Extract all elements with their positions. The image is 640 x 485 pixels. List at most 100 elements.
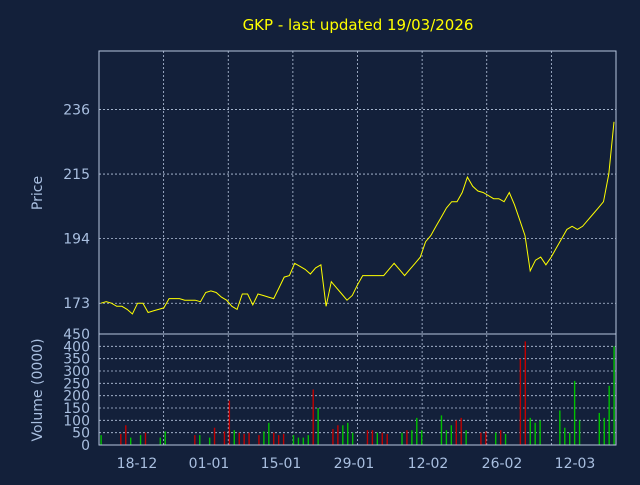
volume-bar: [495, 432, 497, 445]
volume-bar: [263, 431, 265, 445]
volume-bar: [401, 432, 403, 445]
x-tick-label: 26-02: [482, 456, 523, 472]
volume-bar: [223, 431, 226, 445]
volume-bar: [159, 437, 161, 445]
volume-tick-label: 100: [63, 413, 90, 429]
volume-bar: [445, 430, 448, 445]
volume-bar: [386, 433, 388, 445]
volume-bar: [421, 430, 423, 445]
volume-bar: [302, 437, 305, 445]
x-tick-label: 18-12: [117, 456, 158, 472]
price-tick-label: 194: [63, 232, 90, 248]
volume-bar: [519, 358, 522, 445]
volume-tick-label: 50: [72, 426, 90, 442]
volume-bar: [406, 430, 408, 445]
volume-bar: [342, 425, 344, 445]
volume-bar: [194, 435, 196, 445]
volume-bar: [120, 433, 122, 445]
x-tick-label: 12-03: [555, 456, 596, 472]
volume-bar: [485, 431, 487, 445]
volume-bar: [499, 430, 502, 445]
volume-bar: [534, 422, 536, 445]
volume-bar: [292, 435, 295, 445]
volume-bar: [608, 385, 610, 445]
volume-bar: [578, 420, 581, 445]
volume-tick-label: 450: [63, 327, 90, 343]
volume-bar: [559, 410, 561, 445]
volume-bar: [347, 422, 349, 445]
volume-bar: [450, 425, 453, 445]
price-tick-label: 215: [63, 167, 90, 183]
volume-tick-label: 250: [63, 376, 90, 392]
volume-bar: [139, 435, 142, 445]
volume-bars-layer: [100, 341, 615, 445]
volume-bar: [416, 417, 418, 445]
volume-tick-label: 200: [63, 389, 90, 405]
volume-bar: [480, 432, 482, 445]
volume-bar: [228, 400, 231, 445]
volume-bar: [268, 422, 270, 445]
price-line-layer: [100, 121, 615, 315]
volume-bar: [277, 435, 280, 445]
volume-bar: [282, 433, 285, 445]
volume-axis-label: Volume (0000): [30, 338, 46, 441]
volume-bar: [233, 430, 235, 445]
volume-tick-label: 150: [63, 401, 90, 417]
price-tick-label: 173: [63, 296, 90, 312]
price-line: [100, 121, 615, 315]
volume-bar: [273, 432, 275, 445]
volume-bar: [613, 346, 615, 445]
volume-tick-label: 400: [63, 339, 90, 355]
x-tick-label: 15-01: [261, 456, 302, 472]
price-axis-label: Price: [30, 176, 46, 210]
volume-bar: [258, 435, 260, 445]
volume-bar: [199, 435, 201, 445]
volume-bar: [129, 437, 132, 445]
volume-bar: [238, 432, 240, 445]
volume-bar: [337, 425, 339, 445]
tick-labels-layer: 18-12 01-01 15-01 29-01 12-02 26-02 12-03 173 19…: [63, 102, 595, 472]
volume-bar: [573, 380, 576, 445]
price-tick-label: 236: [63, 102, 90, 118]
volume-tick-label: 300: [63, 364, 90, 380]
volume-bar: [603, 417, 605, 445]
volume-bar: [539, 420, 541, 445]
volume-bar: [504, 433, 507, 445]
volume-bar: [164, 431, 166, 445]
volume-bar: [125, 425, 127, 445]
volume-bar: [465, 430, 467, 445]
x-tick-label: 12-02: [408, 456, 449, 472]
volume-bar: [248, 432, 250, 445]
x-tick-label: 01-01: [189, 456, 230, 472]
volume-bar: [144, 432, 147, 445]
volume-bar: [100, 435, 102, 445]
x-tick-label: 29-01: [334, 456, 375, 472]
volume-bar: [564, 427, 566, 445]
volume-bar: [529, 417, 531, 445]
volume-bar: [208, 437, 211, 445]
volume-bar: [297, 437, 300, 445]
volume-bar: [243, 433, 245, 445]
volume-panel-frame: [98, 333, 617, 446]
volume-tick-label: 350: [63, 352, 90, 368]
volume-bar: [366, 430, 369, 445]
volume-bar: [381, 432, 383, 445]
volume-bar: [411, 430, 413, 445]
volume-bar: [307, 435, 309, 445]
volume-bar: [598, 412, 601, 445]
volume-bar: [455, 420, 457, 445]
volume-bar: [460, 417, 462, 445]
volume-bar: [524, 341, 527, 445]
volume-bar: [371, 430, 374, 445]
volume-bar: [351, 432, 354, 445]
volume-bar: [569, 432, 571, 445]
chart-title: GKP - last updated 19/03/2026: [243, 16, 474, 34]
volume-bar: [312, 389, 314, 445]
volume-bar: [213, 427, 216, 445]
grid-layer: [98, 51, 617, 445]
volume-bar: [317, 408, 319, 445]
volume-tick-label: 0: [81, 438, 90, 454]
volume-bar: [332, 428, 334, 445]
